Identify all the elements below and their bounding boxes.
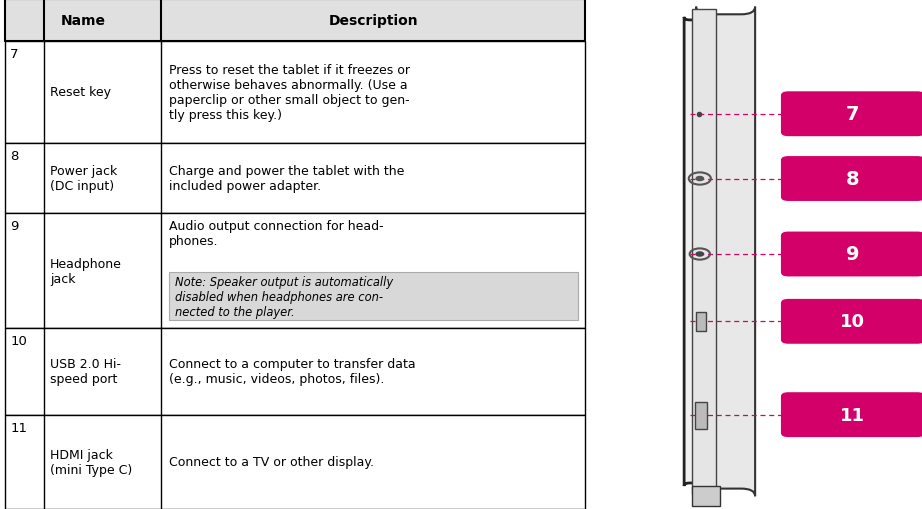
Bar [5,42,585,144]
FancyBboxPatch shape [781,299,922,344]
Bar [5,0,585,42]
FancyBboxPatch shape [781,157,922,202]
Bar [692,486,720,506]
Bar [5,214,585,328]
Text: Audio output connection for head-
phones.: Audio output connection for head- phones… [169,220,384,248]
Bar [169,272,578,321]
Text: Press to reset the tablet if it freezes or
otherwise behaves abnormally. (Use a
: Press to reset the tablet if it freezes … [169,64,409,122]
Text: 11: 11 [840,406,866,424]
Text: USB 2.0 Hi-
speed port: USB 2.0 Hi- speed port [50,358,121,385]
Text: Name: Name [61,14,105,28]
Text: Note: Speaker output is automatically
disabled when headphones are con-
nected t: Note: Speaker output is automatically di… [175,275,394,318]
Text: Power jack
(DC input): Power jack (DC input) [50,165,117,192]
Bar [5,415,585,509]
Text: 8: 8 [846,169,859,189]
Text: 11: 11 [10,421,27,434]
Bar [5,328,585,415]
Text: 7: 7 [846,105,859,124]
FancyBboxPatch shape [781,92,922,137]
Text: 7: 7 [10,48,18,61]
Text: Headphone
jack: Headphone jack [50,257,122,285]
Text: 10: 10 [10,334,27,347]
Bar [692,10,716,494]
Text: HDMI jack
(mini Type C): HDMI jack (mini Type C) [50,448,132,476]
FancyBboxPatch shape [696,8,755,496]
FancyBboxPatch shape [781,392,922,437]
Text: Charge and power the tablet with the
included power adapter.: Charge and power the tablet with the inc… [169,165,404,192]
Text: Connect to a TV or other display.: Connect to a TV or other display. [169,456,373,468]
Bar [5,144,585,214]
Text: Description: Description [328,14,419,28]
Bar [695,403,707,429]
FancyBboxPatch shape [781,232,922,277]
Text: Reset key: Reset key [50,86,111,99]
Text: 10: 10 [840,313,866,331]
Circle shape [696,252,703,257]
Text: 9: 9 [10,220,18,233]
Text: Connect to a computer to transfer data
(e.g., music, videos, photos, files).: Connect to a computer to transfer data (… [169,358,415,385]
Text: 9: 9 [846,245,859,264]
Bar [696,313,706,331]
Circle shape [696,177,703,181]
Text: 8: 8 [10,150,18,162]
FancyBboxPatch shape [684,18,736,486]
